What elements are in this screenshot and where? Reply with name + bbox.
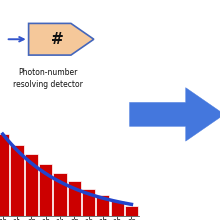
Bar — [53, 173, 66, 216]
Polygon shape — [130, 88, 220, 141]
Bar — [0, 134, 9, 216]
Bar — [68, 181, 81, 216]
Bar — [39, 164, 52, 216]
Bar — [11, 145, 24, 216]
Bar — [125, 206, 138, 216]
Bar — [25, 154, 38, 216]
Text: Photon-number
resolving detector: Photon-number resolving detector — [13, 68, 83, 89]
Polygon shape — [29, 23, 94, 55]
Text: #: # — [51, 32, 64, 47]
Bar — [111, 201, 124, 216]
Bar — [82, 189, 95, 216]
Bar — [96, 195, 109, 216]
